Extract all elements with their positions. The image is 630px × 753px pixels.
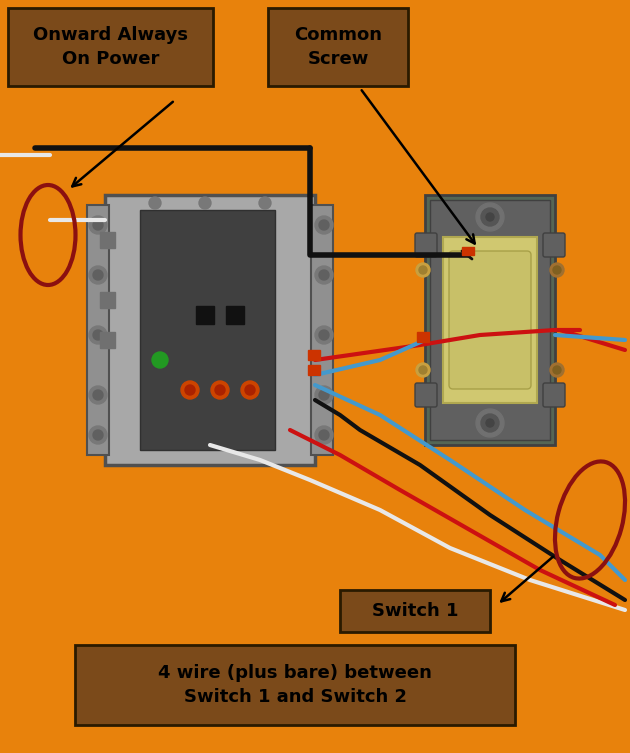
FancyBboxPatch shape bbox=[449, 251, 531, 389]
FancyBboxPatch shape bbox=[543, 233, 565, 257]
FancyBboxPatch shape bbox=[8, 8, 213, 86]
Circle shape bbox=[241, 381, 259, 399]
Circle shape bbox=[245, 385, 255, 395]
Circle shape bbox=[419, 366, 427, 374]
Circle shape bbox=[315, 266, 333, 284]
Circle shape bbox=[315, 386, 333, 404]
Circle shape bbox=[319, 390, 329, 400]
Circle shape bbox=[315, 326, 333, 344]
Circle shape bbox=[319, 220, 329, 230]
Circle shape bbox=[93, 270, 103, 280]
Circle shape bbox=[93, 220, 103, 230]
FancyBboxPatch shape bbox=[105, 195, 315, 465]
Circle shape bbox=[185, 385, 195, 395]
Bar bbox=[462, 247, 474, 255]
Text: Onward Always
On Power: Onward Always On Power bbox=[33, 26, 188, 68]
Circle shape bbox=[89, 266, 107, 284]
Circle shape bbox=[215, 385, 225, 395]
Circle shape bbox=[152, 352, 168, 368]
Circle shape bbox=[319, 330, 329, 340]
Circle shape bbox=[550, 363, 564, 377]
FancyBboxPatch shape bbox=[430, 200, 550, 440]
Circle shape bbox=[89, 386, 107, 404]
Circle shape bbox=[315, 216, 333, 234]
Circle shape bbox=[486, 419, 494, 427]
Circle shape bbox=[319, 270, 329, 280]
Circle shape bbox=[486, 213, 494, 221]
FancyBboxPatch shape bbox=[415, 233, 437, 257]
Circle shape bbox=[149, 197, 161, 209]
Circle shape bbox=[93, 390, 103, 400]
Text: 4 wire (plus bare) between
Switch 1 and Switch 2: 4 wire (plus bare) between Switch 1 and … bbox=[158, 664, 432, 706]
Circle shape bbox=[199, 197, 211, 209]
Circle shape bbox=[481, 414, 499, 432]
Circle shape bbox=[93, 330, 103, 340]
Circle shape bbox=[89, 326, 107, 344]
Circle shape bbox=[550, 263, 564, 277]
Circle shape bbox=[476, 203, 504, 231]
FancyBboxPatch shape bbox=[140, 210, 275, 450]
Bar bbox=[308, 365, 320, 375]
Text: Common
Screw: Common Screw bbox=[294, 26, 382, 68]
FancyBboxPatch shape bbox=[415, 383, 437, 407]
Circle shape bbox=[476, 409, 504, 437]
Circle shape bbox=[416, 363, 430, 377]
Circle shape bbox=[319, 430, 329, 440]
Circle shape bbox=[481, 208, 499, 226]
Circle shape bbox=[89, 426, 107, 444]
Bar bbox=[417, 332, 429, 342]
Circle shape bbox=[419, 266, 427, 274]
FancyBboxPatch shape bbox=[443, 237, 537, 403]
FancyBboxPatch shape bbox=[543, 383, 565, 407]
Circle shape bbox=[181, 381, 199, 399]
Bar bbox=[100, 332, 115, 348]
Circle shape bbox=[259, 197, 271, 209]
Bar bbox=[308, 350, 320, 360]
Text: Switch 1: Switch 1 bbox=[372, 602, 458, 620]
FancyBboxPatch shape bbox=[311, 205, 333, 455]
Bar bbox=[196, 306, 214, 324]
Circle shape bbox=[211, 381, 229, 399]
FancyBboxPatch shape bbox=[425, 195, 555, 445]
FancyBboxPatch shape bbox=[268, 8, 408, 86]
Bar bbox=[100, 232, 115, 248]
Circle shape bbox=[93, 430, 103, 440]
Bar bbox=[100, 292, 115, 308]
FancyBboxPatch shape bbox=[87, 205, 109, 455]
FancyBboxPatch shape bbox=[75, 645, 515, 725]
Bar bbox=[226, 306, 244, 324]
Circle shape bbox=[553, 266, 561, 274]
FancyBboxPatch shape bbox=[340, 590, 490, 632]
Circle shape bbox=[416, 263, 430, 277]
Circle shape bbox=[315, 426, 333, 444]
Circle shape bbox=[89, 216, 107, 234]
Circle shape bbox=[553, 366, 561, 374]
